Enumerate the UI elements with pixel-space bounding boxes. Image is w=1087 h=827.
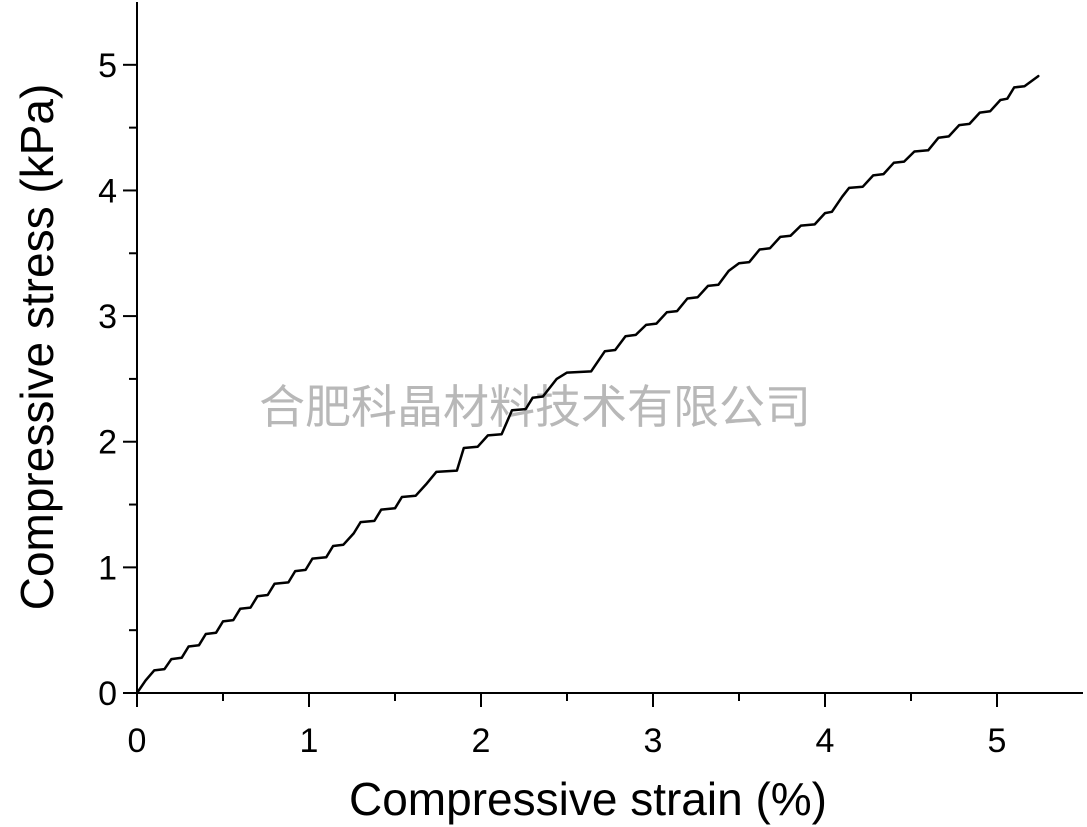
y-tick-label: 3: [98, 298, 117, 336]
y-axis-title: Compressive stress (kPa): [11, 84, 63, 611]
y-tick-label: 4: [98, 172, 117, 210]
x-tick-label: 1: [300, 722, 319, 760]
series-layer: [135, 74, 1040, 695]
y-tick-label: 2: [98, 424, 117, 462]
x-tick-label: 2: [472, 722, 491, 760]
y-tick-label: 5: [98, 47, 117, 85]
y-tick-label: 0: [98, 675, 117, 713]
x-tick-label: 5: [988, 722, 1007, 760]
y-tick-label: 1: [98, 549, 117, 587]
ticks-layer: 0 1 2 3 4 5 0 1 2 3 4 5: [98, 47, 1006, 760]
x-tick-label: 0: [128, 722, 147, 760]
watermark-text: 合肥科晶材料技术有限公司: [259, 380, 811, 434]
x-axis-title: Compressive strain (%): [349, 773, 827, 825]
stress-strain-line: [135, 74, 1040, 695]
axes-layer: [136, 2, 1083, 694]
x-tick-label: 3: [644, 722, 663, 760]
x-tick-label: 4: [816, 722, 835, 760]
